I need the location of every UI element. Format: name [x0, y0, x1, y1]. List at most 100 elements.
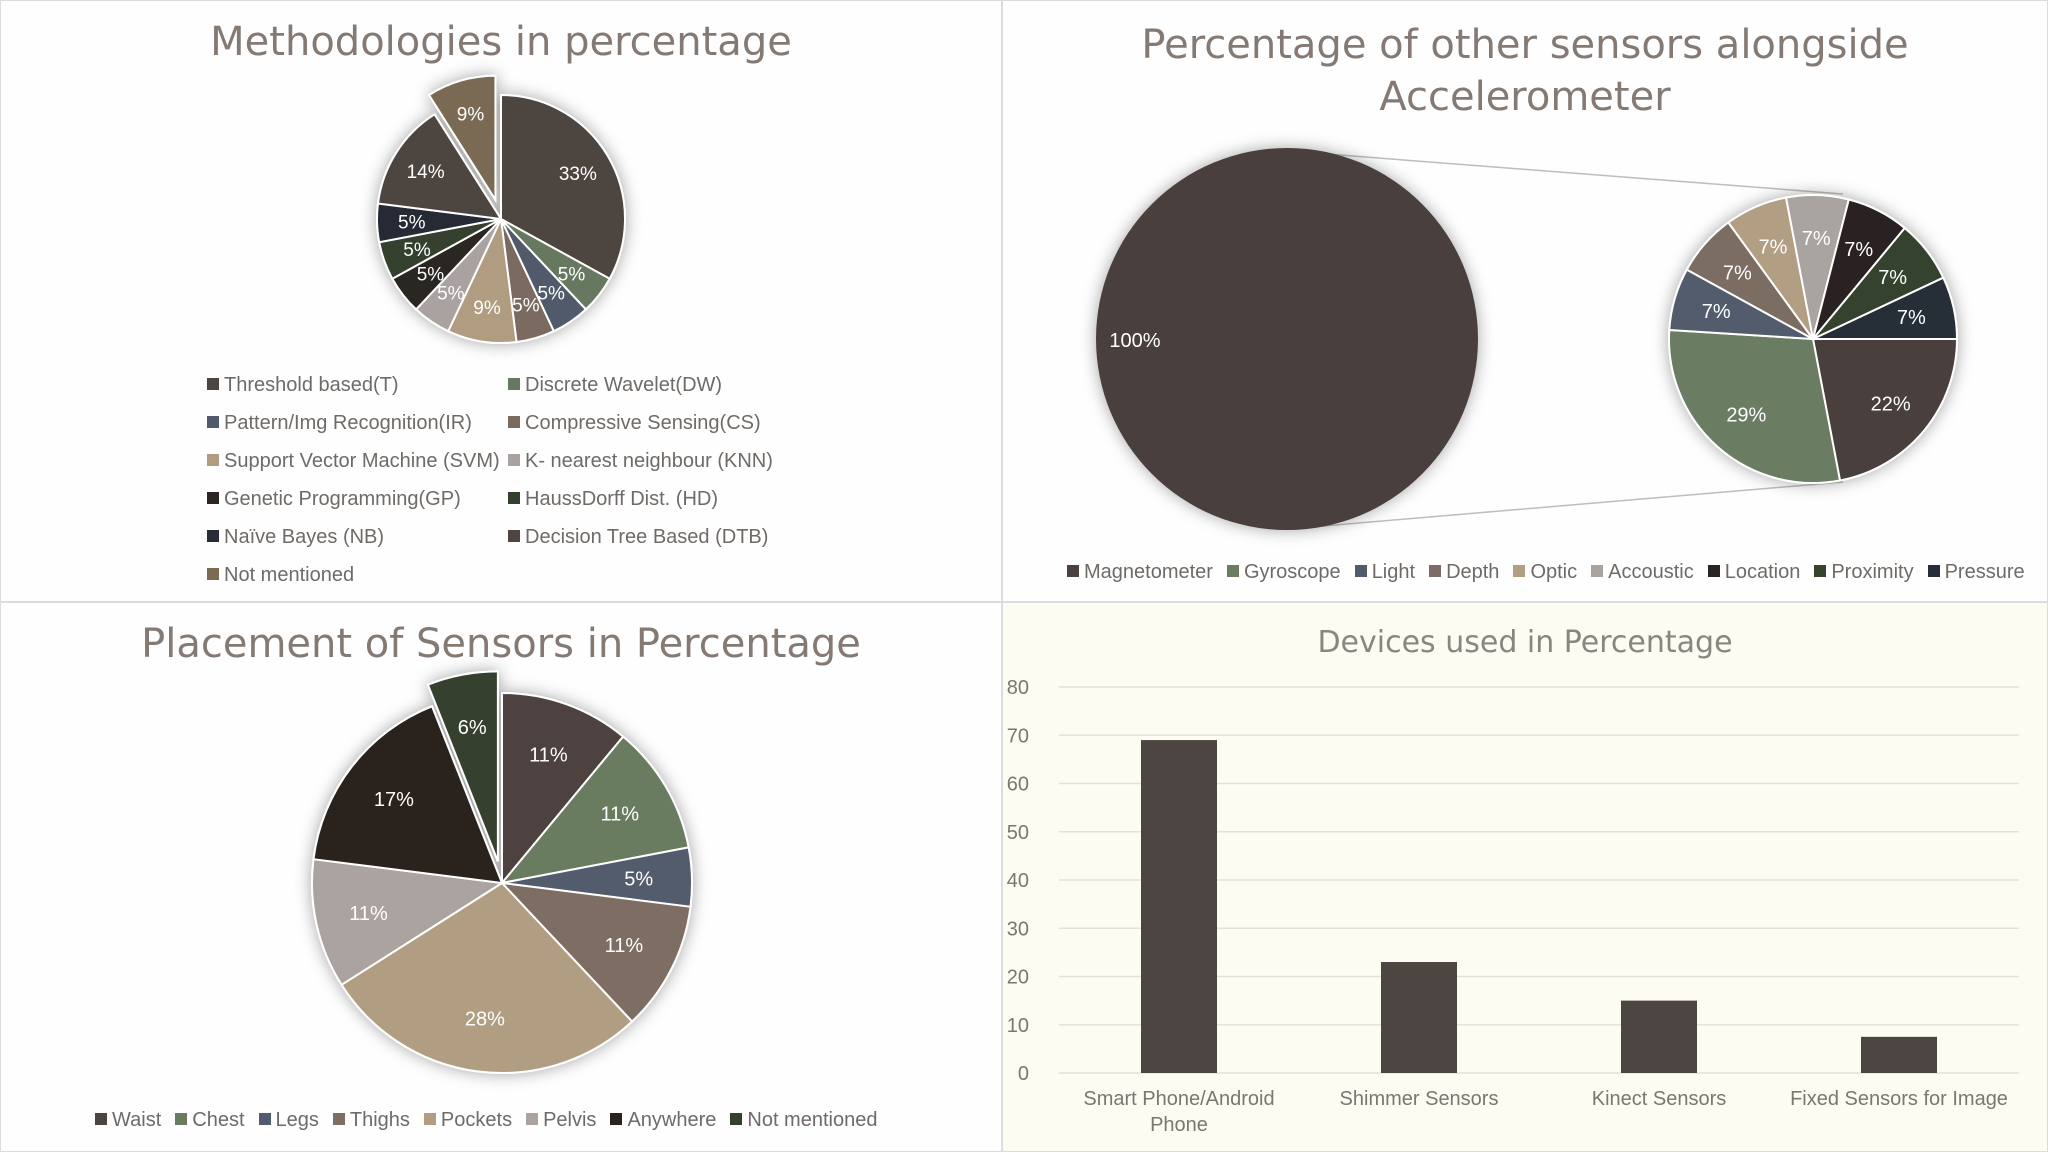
bar-smart-phone-android-phone [1141, 740, 1217, 1073]
legend-label: Legs [275, 1109, 319, 1131]
legend-swatch [1513, 565, 1526, 577]
y-tick-label: 60 [1007, 774, 1029, 796]
legend-swatch [508, 530, 520, 542]
placement-label-anywhere: 17% [374, 789, 414, 811]
connector-line [1287, 150, 1844, 195]
methodologies-legend-item: Support Vector Machine (SVM) [207, 450, 500, 473]
sensors-label-optic: 7% [1759, 236, 1788, 258]
placement-slice-anywhere [312, 705, 504, 885]
legend-swatch [332, 1113, 345, 1125]
sensors-legend-item: Location [1707, 561, 1801, 584]
methodologies-legend-item: Naïve Bayes (NB) [207, 526, 384, 549]
bar-kinect-sensors [1621, 1000, 1697, 1073]
legend-label: Threshold based(T) [224, 374, 399, 396]
legend-label: Compressive Sensing(CS) [525, 412, 761, 434]
placement-label-legs: 5% [624, 869, 653, 891]
sensors-label-magnetometer: 22% [1871, 393, 1911, 415]
legend-label: Anywhere [627, 1109, 717, 1131]
x-tick-label: Smart Phone/Android Phone [1083, 1088, 1274, 1136]
methodologies-label-compressive-sensing-cs: 5% [512, 295, 540, 316]
placement-slice-pockets [340, 881, 634, 1074]
legend-label: Thighs [349, 1109, 410, 1131]
connector-line [1287, 481, 1844, 530]
legend-swatch [207, 416, 219, 428]
placement-label-not-mentioned: 6% [458, 717, 487, 739]
legend-swatch [258, 1113, 271, 1125]
placement-label-pelvis: 11% [349, 903, 388, 925]
sensors-legend-item: Gyroscope [1226, 561, 1341, 584]
bar-shimmer-sensors [1381, 962, 1457, 1073]
sensors-main-label: 100% [1109, 330, 1160, 352]
legend-swatch [1927, 565, 1940, 577]
legend-label: Not mentioned [224, 564, 355, 586]
placement-panel: Placement of Sensors in Percentage 11% 11… [0, 602, 1002, 1152]
legend-swatch [207, 568, 219, 580]
sensors-panel: Percentage of other sensors alongside Ac… [1002, 0, 2048, 602]
sensors-label-location: 7% [1844, 239, 1873, 261]
methodologies-panel: Methodologies in percentage 33% 5% 5% 5% 9% 5… [0, 0, 1002, 602]
x-tick-label: Kinect Sensors [1592, 1088, 1727, 1110]
methodologies-label-support-vector-machine-svm: 9% [473, 298, 501, 319]
placement-legend-item: Pockets [423, 1109, 513, 1132]
devices-panel: Devices used in Percentage 0 10 20 30 40 50 60… [1002, 602, 2048, 1152]
legend-swatch [1429, 565, 1442, 577]
legend-label: Magnetometer [1084, 561, 1213, 583]
legend-swatch [207, 454, 219, 466]
legend-label: Gyroscope [1243, 561, 1341, 583]
methodologies-legend-item: Genetic Programming(GP) [207, 488, 461, 511]
sensors-label-light: 7% [1702, 301, 1731, 323]
legend-label: Location [1724, 561, 1801, 583]
legend-label: Waist [112, 1109, 162, 1131]
methodologies-label-threshold-based-t: 33% [559, 164, 597, 185]
placement-slice-not-mentioned [426, 670, 499, 862]
legend-label: Accoustic [1608, 561, 1694, 583]
legend-swatch [526, 1113, 539, 1125]
methodologies-slice-threshold-based-t [500, 93, 626, 281]
placement-pie: 11% 11% 5% 11% 28% 11% 17% 6% [311, 670, 693, 1074]
placement-slice-pelvis [311, 858, 505, 987]
legend-swatch [1067, 565, 1079, 577]
x-tick-label: Shimmer Sensors [1340, 1088, 1499, 1110]
placement-slice-waist [501, 691, 625, 886]
placement-legend-item: Thighs [332, 1109, 410, 1132]
y-tick-label: 20 [1007, 967, 1029, 989]
methodologies-label-pattern-img-recognition-ir: 5% [537, 283, 565, 304]
placement-legend-item: Pelvis [526, 1109, 596, 1132]
devices-bar-chart: 0 10 20 30 40 50 60 70 80 Smart Phone/Android Phon… [1007, 677, 2019, 1136]
legend-label: Decision Tree Based (DTB) [525, 526, 769, 548]
sensors-legend-item: Proximity [1814, 561, 1914, 584]
legend-swatch [1354, 565, 1367, 577]
legend-swatch [508, 454, 520, 466]
methodologies-label-genetic-programming-gp: 5% [417, 264, 445, 285]
legend-label: Light [1371, 561, 1416, 583]
sensors-label-depth: 7% [1723, 262, 1752, 284]
legend-label: Discrete Wavelet(DW) [525, 374, 723, 396]
legend-label: Chest [192, 1109, 245, 1131]
sensors-label-gyroscope: 29% [1726, 405, 1766, 427]
y-tick-label: 70 [1007, 725, 1029, 747]
methodologies-slice-decision-tree-based-dtb [376, 112, 503, 221]
legend-label: Pockets [440, 1109, 513, 1131]
y-tick-label: 40 [1007, 870, 1029, 892]
legend-label: Pressure [1944, 561, 2025, 583]
legend-swatch [423, 1113, 436, 1125]
x-tick-label: Fixed Sensors for Image [1790, 1088, 2008, 1110]
sensors-slice-pressure [1812, 276, 1959, 340]
placement-legend-item: Not mentioned [730, 1109, 877, 1132]
methodologies-legend-item: Decision Tree Based (DTB) [508, 526, 768, 549]
placement-legend-item: Chest [175, 1109, 245, 1132]
legend-swatch [207, 530, 219, 542]
sensors-legend-item: Depth [1429, 561, 1499, 584]
sensors-label-accoustic: 7% [1802, 228, 1831, 250]
sensors-label-pressure: 7% [1897, 307, 1926, 329]
legend-swatch [508, 492, 520, 504]
legend-swatch [1226, 565, 1239, 577]
methodologies-label-na-ve-bayes-nb: 5% [398, 212, 426, 233]
methodologies-slice-not-mentioned [427, 74, 497, 204]
legend-swatch [95, 1113, 107, 1125]
legend-label: Not mentioned [747, 1109, 878, 1131]
methodologies-legend-item: Discrete Wavelet(DW) [508, 374, 722, 397]
bar-fixed-sensors-for-image [1861, 1036, 1937, 1073]
legend-label: Support Vector Machine (SVM) [224, 450, 500, 472]
placement-legend-item: Anywhere [610, 1109, 716, 1132]
